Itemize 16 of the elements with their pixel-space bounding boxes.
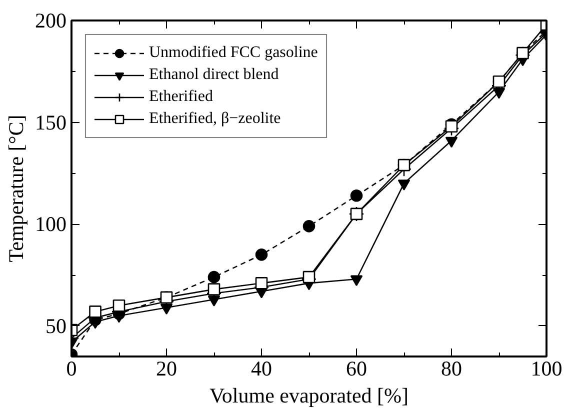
x-tick-label: 0 xyxy=(66,356,77,380)
x-tick-label: 20 xyxy=(156,356,177,380)
legend-label: Etherified, β−zeolite xyxy=(149,109,281,129)
y-tick-label: 100 xyxy=(35,212,66,236)
x-tick-label: 100 xyxy=(530,356,562,380)
y-tick-label: 200 xyxy=(35,8,66,32)
y-axis-title: Temperature [°C] xyxy=(4,114,28,262)
x-axis-title: Volume evaporated [%] xyxy=(209,384,409,408)
x-tick-label: 80 xyxy=(441,356,462,380)
x-tick-label: 60 xyxy=(346,356,367,380)
legend-label: Ethanol direct blend xyxy=(149,65,279,85)
legend-label: Etherified xyxy=(149,87,213,107)
x-tick-label: 40 xyxy=(251,356,272,380)
y-tick-label: 50 xyxy=(46,314,66,338)
legend-label: Unmodified FCC gasoline xyxy=(149,43,318,63)
y-tick-label: 150 xyxy=(35,110,66,134)
